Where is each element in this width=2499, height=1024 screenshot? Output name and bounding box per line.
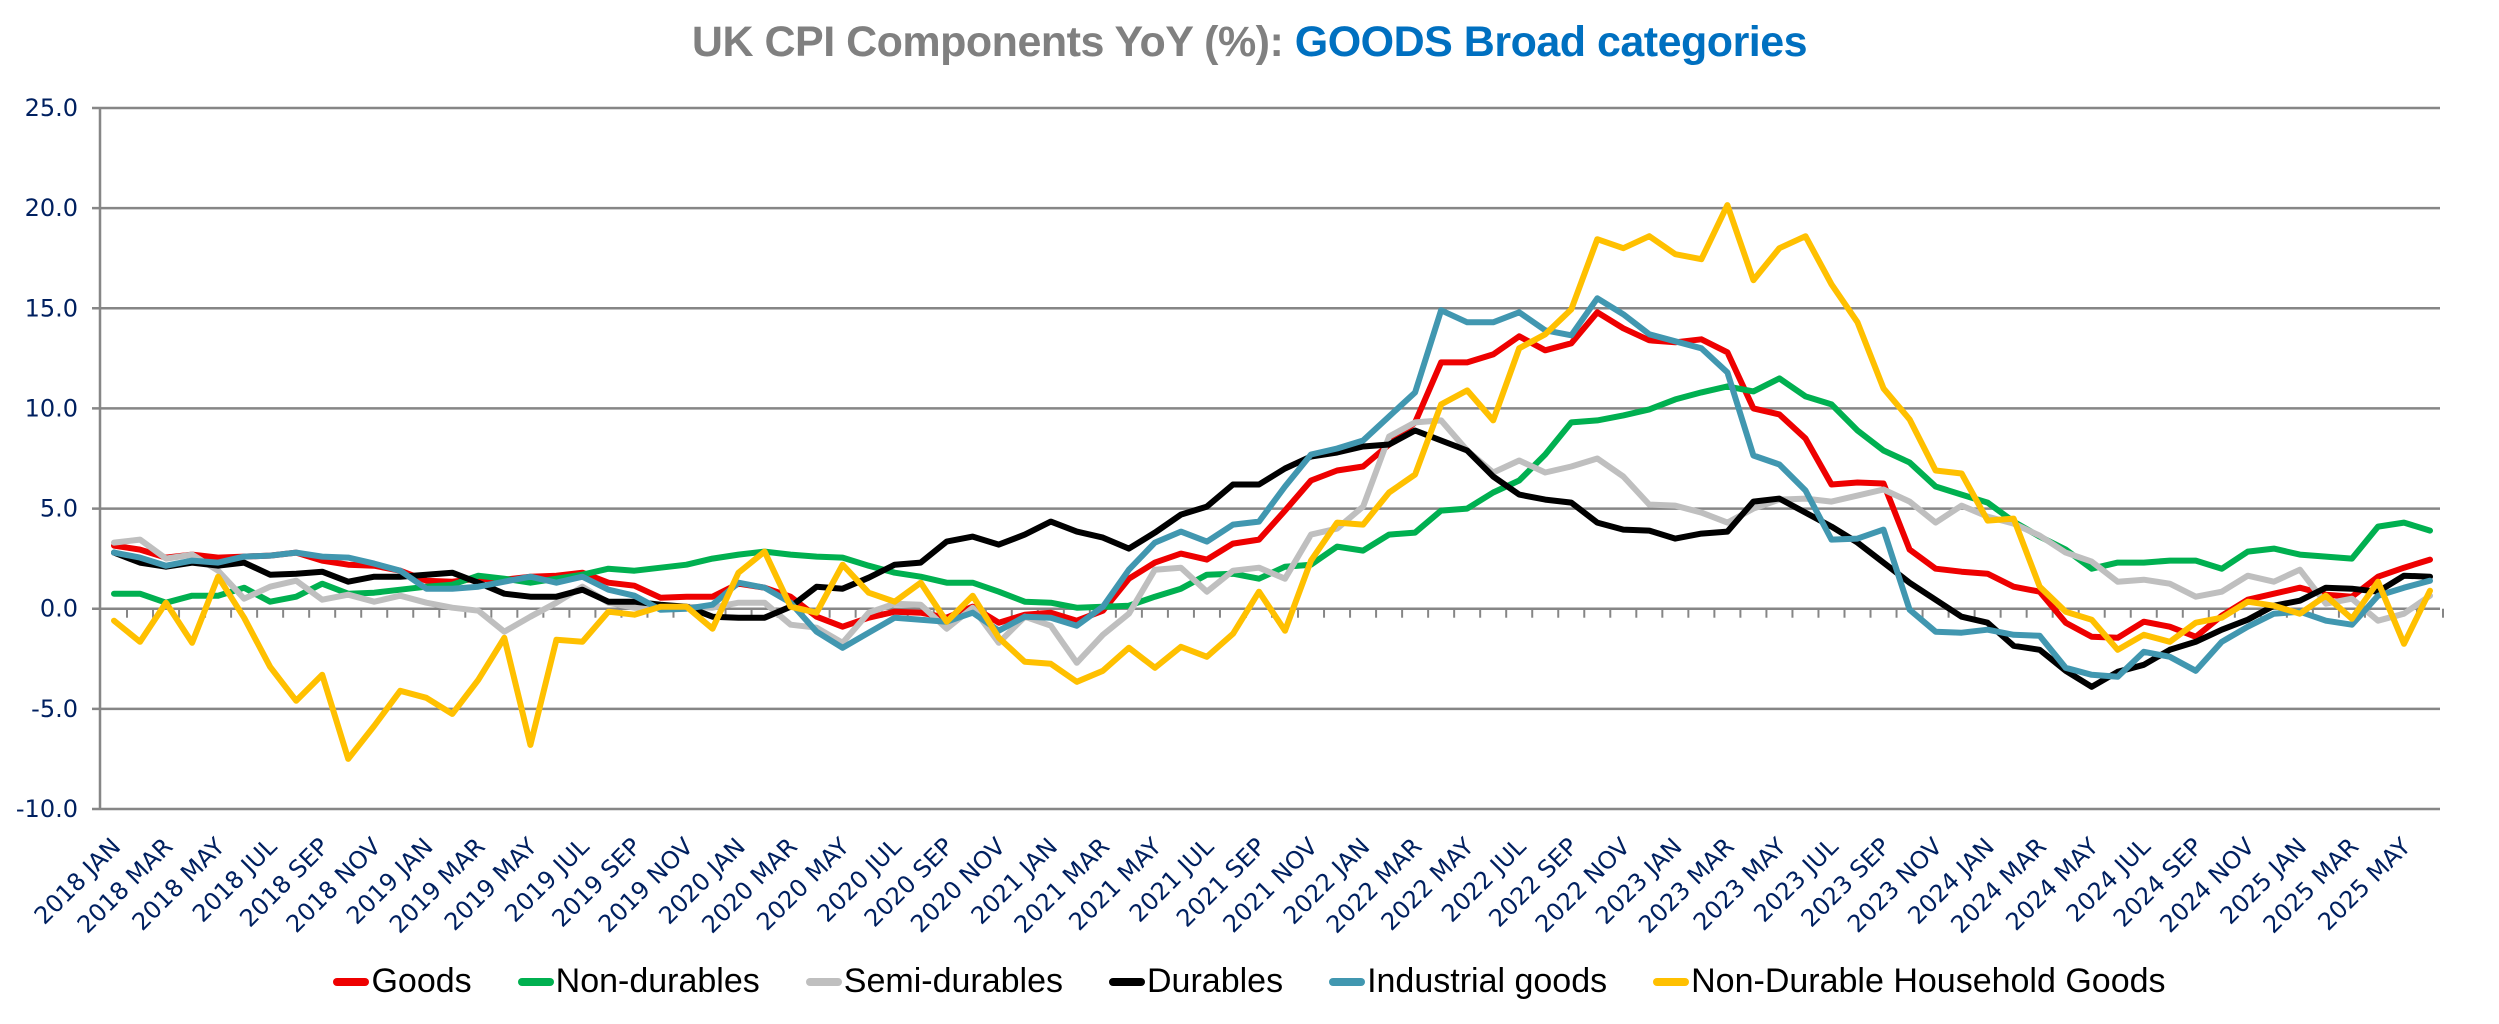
legend-label: Semi-durables <box>843 962 1063 1000</box>
y-tick-label: 5.0 <box>40 495 78 523</box>
legend-swatch <box>517 977 554 986</box>
legend-swatch <box>1109 977 1145 986</box>
legend-item: Industrial goods <box>1329 962 1607 1001</box>
series-line-semi-durables <box>111 417 2433 666</box>
y-tick-label: 25.0 <box>25 94 78 122</box>
legend-swatch <box>333 977 370 986</box>
legend-label: Industrial goods <box>1367 962 1608 1000</box>
y-tick-label: -10.0 <box>16 795 78 823</box>
y-axis: -10.0 -5.0 0.0 5.0 10.0 15.0 20.0 25.0 <box>16 94 102 823</box>
chart-title-prefix: UK CPI Components YoY (%): <box>691 18 1295 66</box>
series-line-durables <box>111 427 2433 690</box>
gridlines <box>92 106 2440 811</box>
series-line-non-durable-household-goods <box>111 202 2433 762</box>
legend-item: Goods <box>333 962 472 1001</box>
y-tick-label: 0.0 <box>40 595 78 623</box>
legend-swatch <box>1329 977 1366 986</box>
legend-label: Non-Durable Household Goods <box>1691 962 2166 1000</box>
y-tick-label: -5.0 <box>31 695 78 723</box>
series-lines <box>111 202 2433 762</box>
legend-label: Durables <box>1147 962 1284 1000</box>
legend-label: Non-durables <box>555 962 760 1000</box>
legend-item: Non-Durable Household Goods <box>1653 962 2166 1001</box>
series-line-industrial-goods <box>111 295 2433 680</box>
chart-title: UK CPI Components YoY (%): GOODS Broad c… <box>0 18 2499 67</box>
legend-item: Durables <box>1109 962 1283 1001</box>
y-tick-label: 10.0 <box>25 394 78 422</box>
y-tick-label: 20.0 <box>25 194 78 222</box>
y-tick-label: 15.0 <box>25 294 78 322</box>
legend-item: Non-durables <box>517 962 760 1001</box>
legend-swatch <box>1653 977 1690 986</box>
legend-item: Semi-durables <box>805 962 1063 1001</box>
legend-label: Goods <box>371 962 472 1000</box>
legend: Goods Non-durables Semi-durables Durables In… <box>0 962 2499 1001</box>
chart-title-highlight: GOODS Broad categories <box>1294 18 1808 66</box>
legend-swatch <box>805 977 842 986</box>
